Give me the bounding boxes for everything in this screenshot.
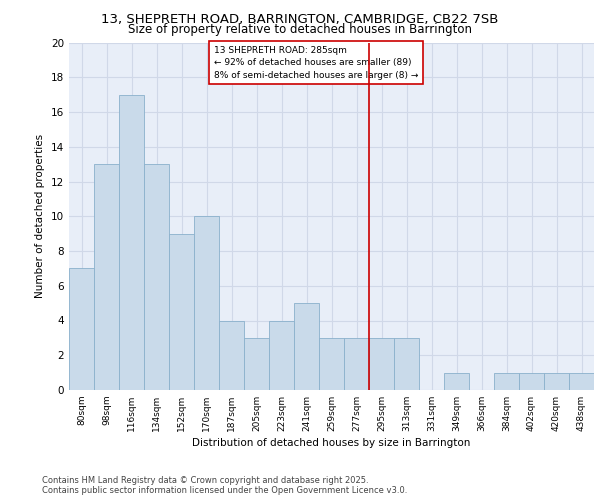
Bar xyxy=(194,216,219,390)
Bar xyxy=(219,320,244,390)
Text: Contains HM Land Registry data © Crown copyright and database right 2025.
Contai: Contains HM Land Registry data © Crown c… xyxy=(42,476,407,495)
Text: Size of property relative to detached houses in Barrington: Size of property relative to detached ho… xyxy=(128,22,472,36)
Bar xyxy=(569,372,594,390)
Bar xyxy=(144,164,169,390)
Bar xyxy=(269,320,294,390)
Bar xyxy=(69,268,94,390)
Bar xyxy=(519,372,544,390)
Bar xyxy=(494,372,519,390)
Bar xyxy=(344,338,369,390)
X-axis label: Distribution of detached houses by size in Barrington: Distribution of detached houses by size … xyxy=(193,438,470,448)
Bar xyxy=(169,234,194,390)
Y-axis label: Number of detached properties: Number of detached properties xyxy=(35,134,46,298)
Bar xyxy=(394,338,419,390)
Text: 13, SHEPRETH ROAD, BARRINGTON, CAMBRIDGE, CB22 7SB: 13, SHEPRETH ROAD, BARRINGTON, CAMBRIDGE… xyxy=(101,12,499,26)
Bar xyxy=(319,338,344,390)
Text: 13 SHEPRETH ROAD: 285sqm
← 92% of detached houses are smaller (89)
8% of semi-de: 13 SHEPRETH ROAD: 285sqm ← 92% of detach… xyxy=(214,46,418,80)
Bar xyxy=(294,303,319,390)
Bar xyxy=(119,94,144,390)
Bar xyxy=(244,338,269,390)
Bar xyxy=(544,372,569,390)
Bar xyxy=(444,372,469,390)
Bar xyxy=(369,338,394,390)
Bar xyxy=(94,164,119,390)
